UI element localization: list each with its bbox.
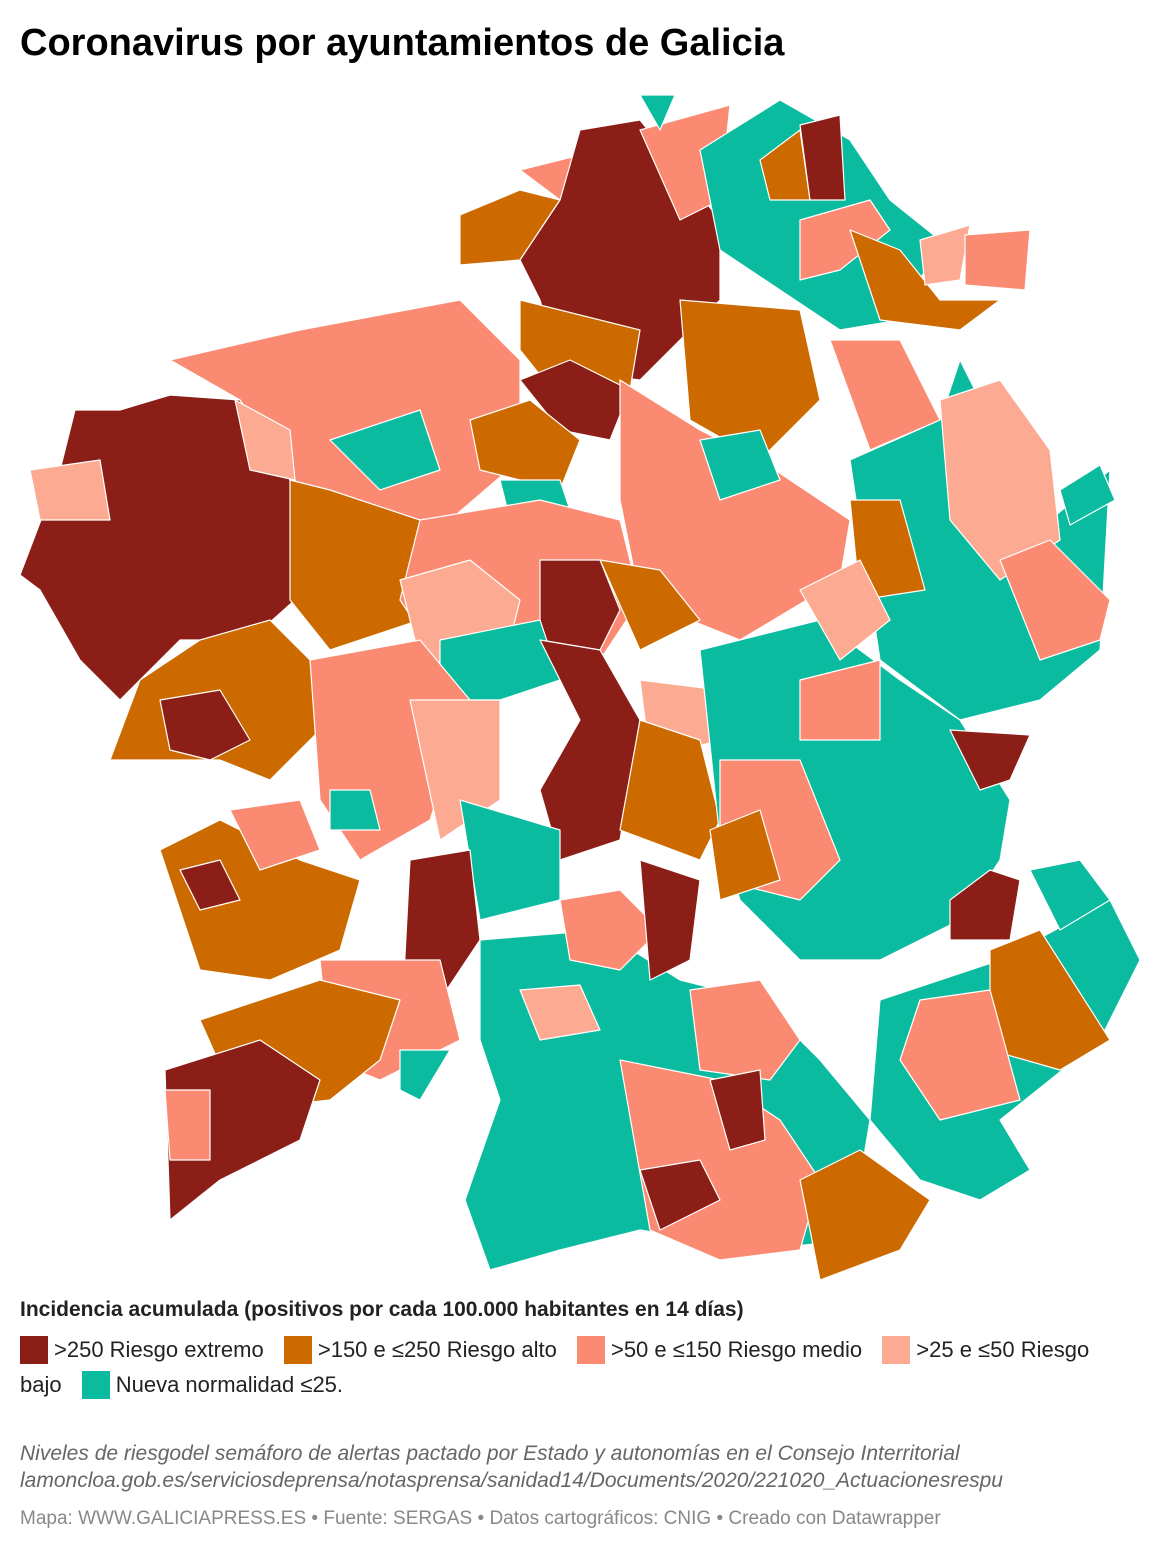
municipality bbox=[899, 989, 1021, 1121]
municipality bbox=[164, 1089, 211, 1161]
municipality bbox=[229, 799, 321, 871]
municipality bbox=[1029, 859, 1111, 931]
footer: Mapa: WWW.GALICIAPRESS.ES • Fuente: SERG… bbox=[20, 1508, 941, 1529]
municipality bbox=[164, 1039, 321, 1221]
legend-item: >50 e ≤150 Riesgo medio bbox=[576, 1336, 863, 1364]
legend-label: >250 Riesgo extremo bbox=[54, 1337, 264, 1362]
municipality bbox=[469, 399, 581, 491]
legend: Incidencia acumulada (positivos por cada… bbox=[20, 1298, 1135, 1402]
municipality bbox=[709, 809, 781, 901]
municipality bbox=[639, 859, 701, 981]
municipality bbox=[599, 559, 701, 651]
municipality bbox=[539, 639, 641, 861]
municipality bbox=[159, 819, 361, 981]
legend-swatch bbox=[81, 1371, 110, 1399]
municipality bbox=[949, 869, 1021, 941]
legend-swatch bbox=[283, 1336, 312, 1364]
note: lamoncloa.gob.es/serviciosdeprensa/notas… bbox=[20, 1469, 1003, 1492]
municipality bbox=[639, 1159, 721, 1231]
municipality bbox=[849, 229, 1001, 331]
legend-label: Nueva normalidad ≤25. bbox=[115, 1372, 344, 1397]
municipality bbox=[234, 399, 296, 481]
municipality bbox=[159, 689, 251, 761]
municipality bbox=[399, 1049, 451, 1101]
municipality bbox=[919, 224, 971, 286]
municipality bbox=[689, 979, 801, 1081]
legend-label: >25 e ≤50 Riesgo bajo bbox=[20, 1337, 1090, 1397]
legend-item: >150 e ≤250 Riesgo alto bbox=[283, 1336, 557, 1364]
municipality bbox=[329, 789, 381, 831]
municipality bbox=[999, 539, 1111, 661]
legend-item: Nueva normalidad ≤25. bbox=[81, 1371, 344, 1399]
map bbox=[19, 94, 1141, 1281]
legend-swatch bbox=[882, 1336, 911, 1364]
municipality bbox=[1059, 464, 1116, 526]
title: Coronavirus por ayuntamientos de Galicia bbox=[20, 22, 785, 64]
municipality bbox=[799, 659, 881, 741]
municipality bbox=[559, 889, 661, 971]
municipality bbox=[799, 559, 891, 661]
municipality bbox=[799, 114, 846, 201]
municipality bbox=[799, 1149, 931, 1281]
municipality bbox=[519, 984, 601, 1041]
legend-item: >25 e ≤50 Riesgo bajo bbox=[20, 1336, 1090, 1397]
legend-swatch bbox=[20, 1336, 48, 1364]
legend-title: Incidencia acumulada (positivos por cada… bbox=[20, 1298, 744, 1321]
municipality bbox=[709, 1069, 766, 1151]
municipality bbox=[29, 459, 111, 521]
legend-swatch bbox=[576, 1336, 605, 1364]
municipality bbox=[619, 719, 721, 861]
municipality bbox=[179, 859, 241, 911]
legend-label: >150 e ≤250 Riesgo alto bbox=[317, 1337, 557, 1362]
legend-label: >50 e ≤150 Riesgo medio bbox=[610, 1337, 863, 1362]
municipality bbox=[964, 229, 1031, 291]
legend-items: >250 Riesgo extremo >150 e ≤250 Riesgo a… bbox=[20, 1332, 1135, 1402]
municipalities bbox=[19, 94, 1141, 1281]
municipality bbox=[639, 94, 676, 131]
legend-item: >250 Riesgo extremo bbox=[20, 1336, 264, 1364]
municipality bbox=[679, 299, 821, 461]
municipality bbox=[939, 379, 1061, 581]
municipality bbox=[329, 409, 441, 491]
note: Niveles de riesgodel semáforo de alertas… bbox=[20, 1442, 960, 1465]
municipality bbox=[699, 429, 781, 501]
municipality bbox=[949, 729, 1031, 791]
notes: Niveles de riesgodel semáforo de alertas… bbox=[20, 1440, 1140, 1494]
